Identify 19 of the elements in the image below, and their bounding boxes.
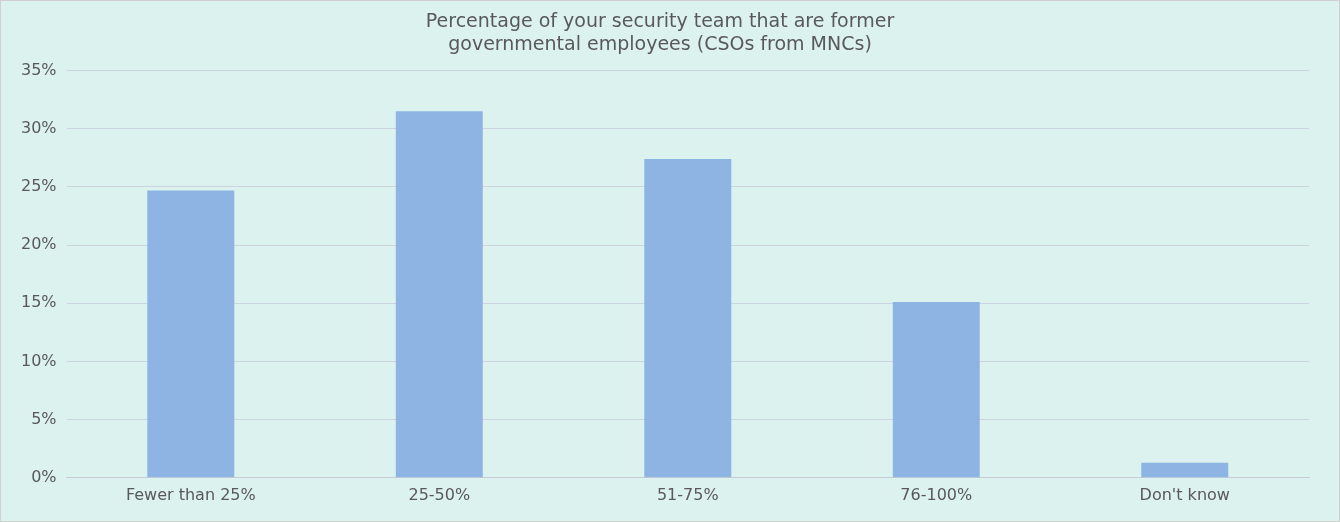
y-tick-label: 30% bbox=[21, 117, 57, 137]
y-tick-label: 0% bbox=[31, 466, 57, 486]
bar bbox=[892, 302, 980, 478]
x-tick-label: Fewer than 25% bbox=[125, 484, 256, 504]
bar bbox=[147, 190, 235, 478]
bar bbox=[644, 159, 732, 478]
y-tick-label: 35% bbox=[21, 59, 57, 79]
y-tick-label: 25% bbox=[21, 176, 57, 196]
y-tick-label: 20% bbox=[21, 234, 57, 254]
x-tick-label: 51-75% bbox=[656, 484, 719, 504]
x-tick-label: 76-100% bbox=[900, 484, 973, 504]
x-tick-label: 25-50% bbox=[408, 484, 471, 504]
y-tick-label: 10% bbox=[21, 350, 57, 370]
chart-title: Percentage of your security team that are former governmental employees (CSOs from MNCs) bbox=[425, 9, 895, 55]
x-tick-label: Don't know bbox=[1139, 484, 1230, 504]
bar bbox=[395, 111, 483, 478]
y-tick-label: 5% bbox=[31, 408, 57, 428]
bar bbox=[1141, 462, 1229, 478]
y-tick-label: 15% bbox=[21, 292, 57, 312]
